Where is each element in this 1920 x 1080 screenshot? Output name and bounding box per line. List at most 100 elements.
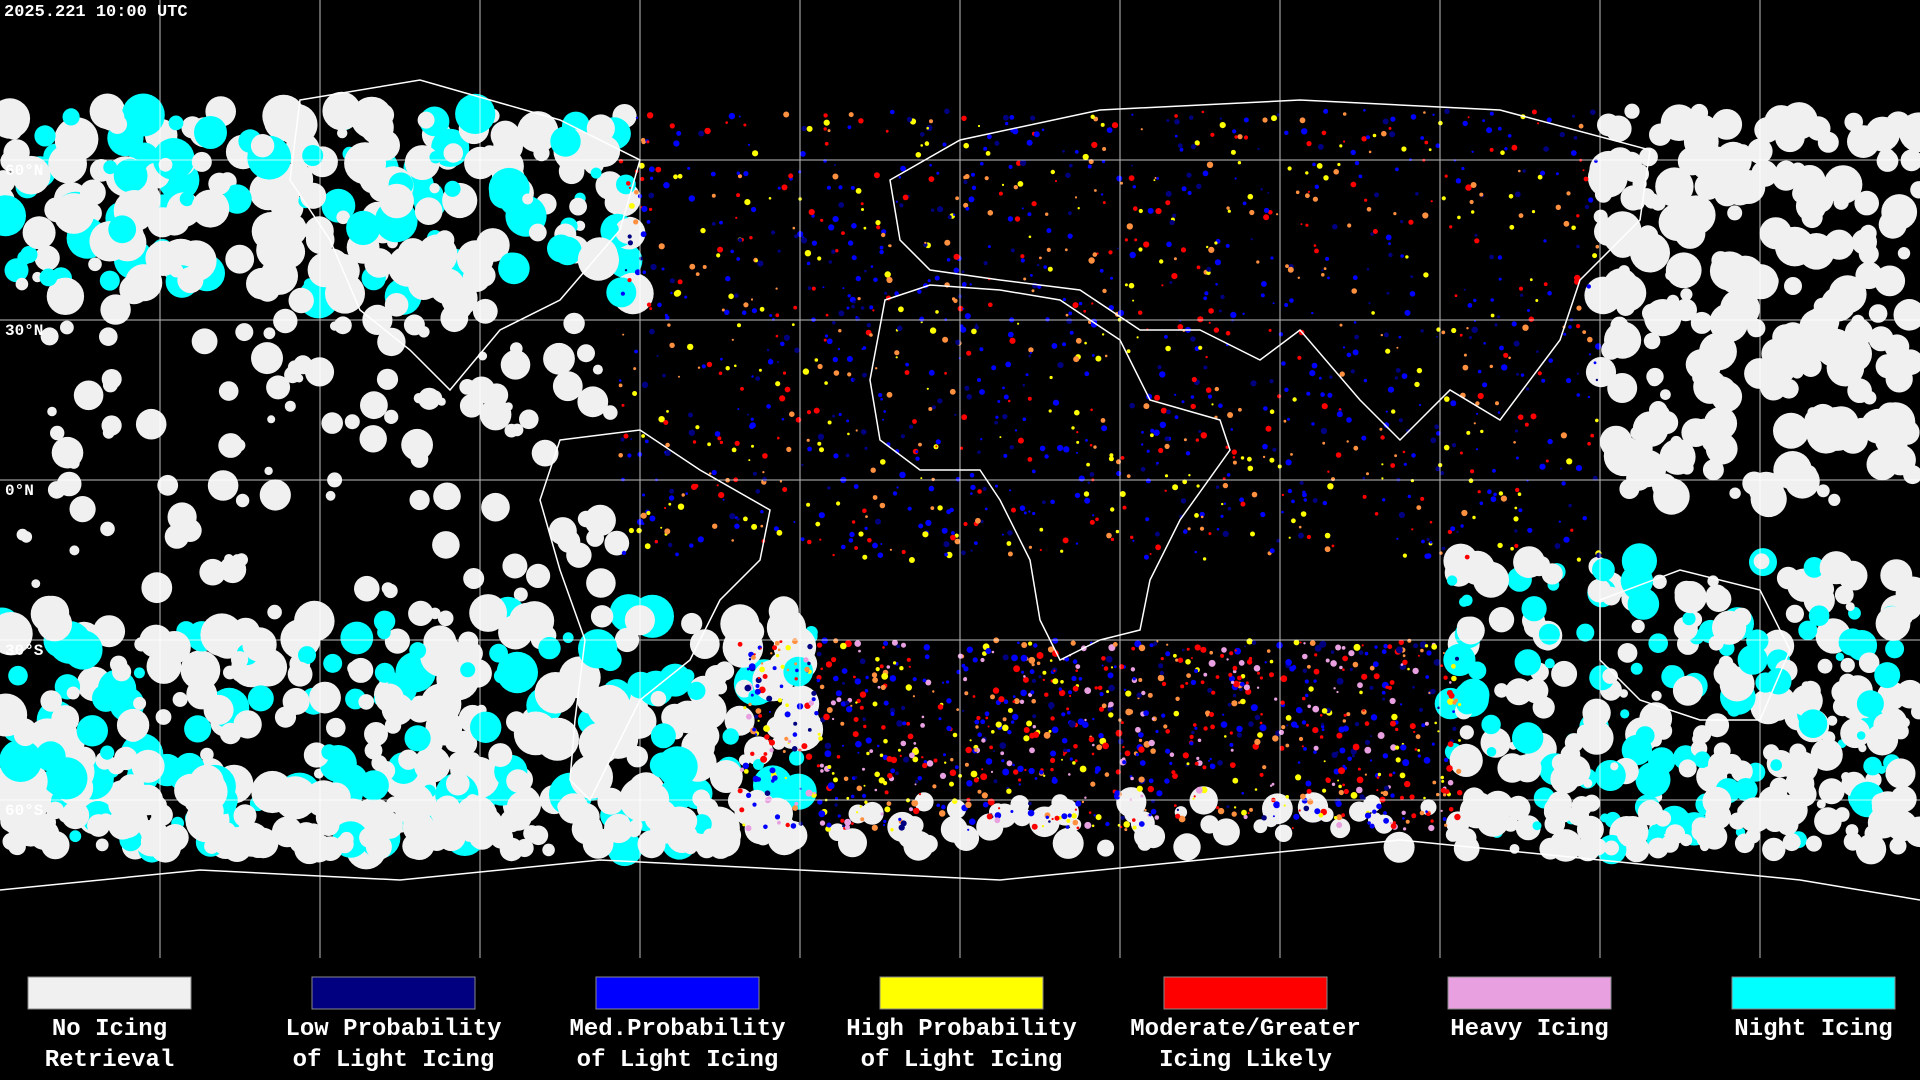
cloud-cell [1368,302,1371,305]
cloud-cell [377,327,406,357]
cloud-cell [764,790,771,796]
cloud-cell [1200,432,1208,439]
cloud-cell [1513,441,1516,444]
cloud-cell [833,370,840,376]
cloud-cell [977,732,982,737]
cloud-cell [1138,644,1146,652]
cloud-cell [1440,809,1443,813]
cloud-cell [1480,429,1484,434]
cloud-cell [1463,288,1466,291]
cloud-cell [1229,762,1236,768]
cloud-cell [30,595,68,633]
cloud-cell [1076,826,1080,830]
cloud-cell [751,206,757,213]
cloud-cell [1391,713,1398,721]
cloud-cell [664,313,668,317]
cloud-cell [890,768,896,774]
cloud-cell [827,765,832,769]
cloud-cell [1422,212,1429,219]
cloud-cell [1544,658,1555,669]
cloud-cell [140,831,162,852]
cloud-cell [1007,399,1011,403]
cloud-cell [899,754,902,758]
cloud-cell [859,691,867,698]
cloud-cell [953,267,960,274]
cloud-cell [929,119,933,124]
cloud-cell [348,657,374,683]
cloud-cell [1587,441,1591,446]
cloud-cell [122,720,144,742]
cloud-cell [1300,511,1307,517]
cloud-cell [1009,115,1015,120]
cloud-cell [499,837,524,862]
cloud-cell [976,715,981,721]
cloud-cell [1893,127,1903,138]
cloud-cell [1062,537,1069,544]
cloud-cell [784,386,791,393]
cloud-cell [926,760,934,767]
cloud-cell [1559,131,1566,138]
cloud-cell [1021,670,1025,674]
cloud-cell [755,489,761,494]
cloud-cell [1475,448,1479,451]
cloud-cell [1299,117,1306,124]
cloud-cell [880,812,884,816]
cloud-cell [1435,466,1441,472]
cloud-cell [629,203,635,209]
graticule [0,0,1920,958]
cloud-cell [620,437,625,442]
cloud-cell [1231,449,1238,455]
cloud-cell [650,690,667,707]
cloud-cell [1234,177,1237,180]
cloud-cell [1141,690,1146,696]
cloud-cell [500,350,531,380]
cloud-cell [1568,325,1572,329]
cloud-cell [1062,342,1066,347]
cloud-cell [325,490,336,501]
cloud-cell [848,804,868,824]
cloud-cell [898,176,902,179]
cloud-cell [1474,233,1478,237]
cloud-cell [717,436,722,441]
cloud-cell [977,489,982,494]
cloud-cell [1364,739,1371,746]
cloud-cell [1274,697,1278,701]
cloud-cell [758,368,762,372]
cloud-cell [1440,471,1445,476]
cloud-cell [1269,659,1274,664]
cloud-cell [1844,318,1873,347]
cloud-cell [1576,372,1580,375]
cloud-cell [1576,244,1580,249]
cloud-cell [1069,694,1072,698]
cloud-cell [1654,810,1672,827]
cloud-cell [337,127,348,139]
legend-label: of Light Icing [861,1047,1063,1074]
cloud-cell [838,412,842,417]
cloud-cell [823,113,828,118]
cloud-cell [1027,809,1035,817]
cloud-cell [1436,792,1440,797]
cloud-cell [488,743,513,768]
cloud-cell [1156,790,1163,797]
cloud-cell [152,138,195,180]
cloud-cell [1868,458,1879,469]
cloud-cell [200,747,214,762]
cloud-cell [1428,691,1431,695]
cloud-cell [1368,150,1372,154]
cloud-cell [1357,767,1361,771]
cloud-cell [1150,748,1156,754]
cloud-cell [1128,175,1135,182]
cloud-cell [384,293,409,317]
cloud-cell [13,723,37,747]
cloud-cell [975,323,978,326]
cloud-cell [826,185,831,190]
cloud-cell [151,796,167,813]
cloud-cell [1024,768,1027,772]
cloud-cell [1074,759,1078,763]
cloud-cell [640,231,647,238]
cloud-cell [675,552,679,557]
cloud-cell [648,192,655,199]
cloud-cell [794,234,799,239]
cloud-cell [208,172,231,195]
